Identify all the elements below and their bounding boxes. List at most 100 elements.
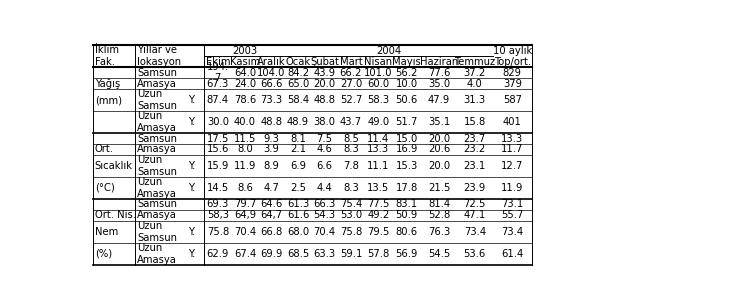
Text: 65.0: 65.0 <box>287 79 309 88</box>
Text: Amasya: Amasya <box>137 79 177 88</box>
Text: 104.0: 104.0 <box>257 68 286 78</box>
Text: 64,7: 64,7 <box>261 210 282 220</box>
Text: 20.6: 20.6 <box>428 145 450 154</box>
Text: 87.4: 87.4 <box>207 95 229 105</box>
Text: 11.9: 11.9 <box>501 183 524 193</box>
Text: 64.0: 64.0 <box>234 68 256 78</box>
Text: 3.9: 3.9 <box>264 145 279 154</box>
Text: 7.5: 7.5 <box>317 134 332 143</box>
Text: 49.2: 49.2 <box>367 210 390 220</box>
Text: 20.0: 20.0 <box>428 161 450 171</box>
Text: Ekim: Ekim <box>206 57 230 67</box>
Text: Top/ort.: Top/ort. <box>494 57 531 67</box>
Text: 6.6: 6.6 <box>317 161 332 171</box>
Text: 73.4: 73.4 <box>501 227 523 237</box>
Text: 21.5: 21.5 <box>428 183 450 193</box>
Text: 63.3: 63.3 <box>314 249 335 259</box>
Text: 829: 829 <box>503 68 522 78</box>
Text: 64,9: 64,9 <box>234 210 256 220</box>
Text: 69.9: 69.9 <box>260 249 282 259</box>
Text: 80.6: 80.6 <box>396 227 418 237</box>
Text: 20.0: 20.0 <box>428 134 450 143</box>
Text: (°C): (°C) <box>95 183 115 193</box>
Text: 8.3: 8.3 <box>343 183 359 193</box>
Text: 60.0: 60.0 <box>367 79 390 88</box>
Text: 11.9: 11.9 <box>234 161 256 171</box>
Text: Ort.: Ort. <box>95 145 114 154</box>
Text: 75.8: 75.8 <box>206 227 229 237</box>
Text: 75.8: 75.8 <box>340 227 362 237</box>
Text: Uzun
Samsun: Uzun Samsun <box>137 221 177 243</box>
Text: 78.6: 78.6 <box>234 95 256 105</box>
Text: 4.4: 4.4 <box>317 183 332 193</box>
Text: Amasya: Amasya <box>137 210 177 220</box>
Text: 66.8: 66.8 <box>261 227 282 237</box>
Text: 7.8: 7.8 <box>343 161 359 171</box>
Text: 31.3: 31.3 <box>463 95 486 105</box>
Text: 10.0: 10.0 <box>396 79 418 88</box>
Text: 11.4: 11.4 <box>367 134 390 143</box>
Text: 50.9: 50.9 <box>396 210 418 220</box>
Text: 13.3: 13.3 <box>367 145 390 154</box>
Text: Nisan: Nisan <box>364 57 393 67</box>
Text: 67.3: 67.3 <box>206 79 229 88</box>
Text: 23.9: 23.9 <box>463 183 486 193</box>
Text: 52.7: 52.7 <box>340 95 362 105</box>
Text: 48.9: 48.9 <box>287 117 309 127</box>
Text: 13.3: 13.3 <box>501 134 523 143</box>
Text: 69.3: 69.3 <box>206 199 229 209</box>
Text: 12.7: 12.7 <box>501 161 524 171</box>
Text: 62.9: 62.9 <box>206 249 229 259</box>
Text: Aralık: Aralık <box>257 57 286 67</box>
Text: 30.0: 30.0 <box>207 117 229 127</box>
Text: 587: 587 <box>503 95 522 105</box>
Text: 70.4: 70.4 <box>314 227 335 237</box>
Text: 35.1: 35.1 <box>428 117 450 127</box>
Text: 59.1: 59.1 <box>340 249 362 259</box>
Text: Y.: Y. <box>188 227 195 237</box>
Text: 8.1: 8.1 <box>290 134 306 143</box>
Text: Y.: Y. <box>188 249 195 259</box>
Text: (%): (%) <box>95 249 112 259</box>
Text: 17.5: 17.5 <box>206 134 229 143</box>
Text: 68.5: 68.5 <box>287 249 309 259</box>
Text: 48.8: 48.8 <box>314 95 335 105</box>
Text: 401: 401 <box>503 117 522 127</box>
Text: 23.1: 23.1 <box>463 161 486 171</box>
Text: 54.3: 54.3 <box>314 210 335 220</box>
Text: Amasya: Amasya <box>137 145 177 154</box>
Text: 2003: 2003 <box>232 46 257 56</box>
Text: 40.0: 40.0 <box>234 117 256 127</box>
Text: 52.8: 52.8 <box>428 210 450 220</box>
Text: 379: 379 <box>503 79 522 88</box>
Text: 66.3: 66.3 <box>313 199 335 209</box>
Text: 68.0: 68.0 <box>287 227 309 237</box>
Text: Samsun: Samsun <box>137 68 177 78</box>
Text: 50.6: 50.6 <box>396 95 418 105</box>
Text: (mm): (mm) <box>95 95 122 105</box>
Text: Y.: Y. <box>188 183 195 193</box>
Text: 58.3: 58.3 <box>367 95 390 105</box>
Text: 53.6: 53.6 <box>463 249 486 259</box>
Text: 66.2: 66.2 <box>340 68 362 78</box>
Text: 11.7: 11.7 <box>501 145 524 154</box>
Text: 55.7: 55.7 <box>501 210 524 220</box>
Text: Yağış: Yağış <box>95 78 120 89</box>
Text: 51.7: 51.7 <box>396 117 418 127</box>
Text: 8.9: 8.9 <box>264 161 279 171</box>
Text: 76.3: 76.3 <box>428 227 450 237</box>
Text: Samsun: Samsun <box>137 134 177 143</box>
Text: Samsun: Samsun <box>137 199 177 209</box>
Text: 47.9: 47.9 <box>428 95 450 105</box>
Text: 35.0: 35.0 <box>428 79 450 88</box>
Text: 73.3: 73.3 <box>261 95 282 105</box>
Text: 194.
7: 194. 7 <box>206 62 229 83</box>
Text: Uzun
Amasya: Uzun Amasya <box>137 111 177 133</box>
Text: 8.3: 8.3 <box>343 145 359 154</box>
Text: 61.3: 61.3 <box>287 199 309 209</box>
Text: 8.5: 8.5 <box>343 134 359 143</box>
Text: 56.2: 56.2 <box>396 68 418 78</box>
Text: 2.5: 2.5 <box>290 183 306 193</box>
Text: Nem: Nem <box>95 227 118 237</box>
Text: 58,3: 58,3 <box>207 210 229 220</box>
